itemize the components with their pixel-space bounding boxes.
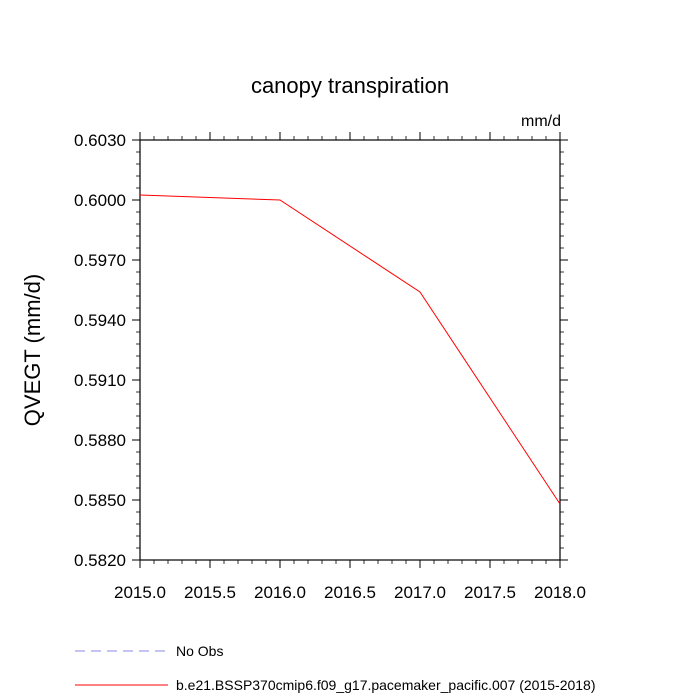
chart-title: canopy transpiration [251,73,449,98]
y-axis-label: QVEGT (mm/d) [20,274,45,426]
y-tick-label: 0.5940 [74,311,126,330]
x-tick-label: 2017.0 [394,583,446,602]
x-tick-label: 2016.0 [254,583,306,602]
y-tick-label: 0.6000 [74,191,126,210]
series-lines [139,194,561,505]
x-tick-label: 2015.5 [184,583,236,602]
x-tick-label: 2017.5 [464,583,516,602]
plot-frame [139,139,561,561]
units-label: mm/d [521,113,561,130]
x-tick-label: 2016.5 [324,583,376,602]
legend: No Obs b.e21.BSSP370cmip6.f09_g17.pacemak… [75,643,596,693]
series-line [139,194,561,505]
y-tick-label: 0.5880 [74,431,126,450]
legend-label: b.e21.BSSP370cmip6.f09_g17.pacemaker_pac… [176,677,596,693]
legend-label: No Obs [176,643,223,659]
y-tick-label: 0.6030 [74,131,126,150]
axis-ticks [132,132,568,568]
x-tick-label: 2015.0 [114,583,166,602]
tick-labels: 2015.0 2015.5 2016.0 2016.5 2017.0 2017.5 2018… [74,131,586,602]
y-tick-label: 0.5850 [74,491,126,510]
y-tick-label: 0.5970 [74,251,126,270]
x-tick-label: 2018.0 [534,583,586,602]
y-tick-label: 0.5820 [74,551,126,570]
y-tick-label: 0.5910 [74,371,126,390]
